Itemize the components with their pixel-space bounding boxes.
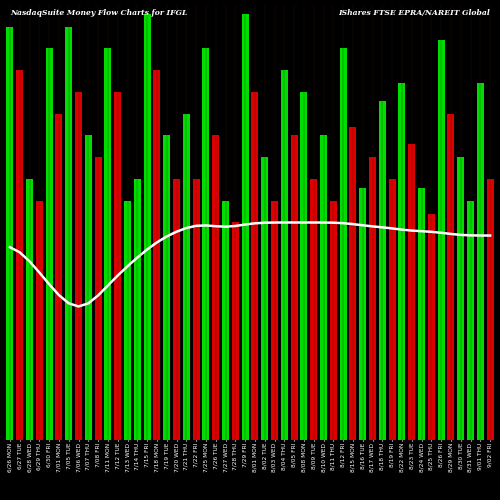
Bar	[428, 214, 434, 440]
Bar	[202, 48, 209, 440]
Bar	[124, 200, 131, 440]
Bar	[183, 114, 190, 440]
Bar	[222, 200, 229, 440]
Bar	[173, 179, 180, 440]
Bar	[85, 136, 91, 440]
Bar	[16, 70, 23, 440]
Bar	[467, 200, 474, 440]
Bar	[192, 179, 200, 440]
Bar	[262, 157, 268, 440]
Bar	[438, 40, 444, 440]
Bar	[56, 114, 62, 440]
Bar	[164, 136, 170, 440]
Bar	[154, 70, 160, 440]
Bar	[281, 70, 287, 440]
Bar	[340, 48, 346, 440]
Text: IShares FTSE EPRA/NAREIT Global: IShares FTSE EPRA/NAREIT Global	[338, 10, 490, 18]
Bar	[134, 179, 140, 440]
Bar	[242, 14, 248, 440]
Bar	[408, 144, 415, 440]
Bar	[144, 14, 150, 440]
Bar	[418, 188, 425, 440]
Bar	[448, 114, 454, 440]
Bar	[360, 188, 366, 440]
Bar	[320, 136, 327, 440]
Text: NasdaqSuite Money Flow Charts for IFGL: NasdaqSuite Money Flow Charts for IFGL	[10, 10, 188, 18]
Bar	[388, 179, 396, 440]
Bar	[26, 179, 33, 440]
Bar	[310, 179, 317, 440]
Bar	[36, 200, 43, 440]
Bar	[6, 26, 14, 440]
Bar	[114, 92, 121, 440]
Bar	[369, 157, 376, 440]
Bar	[252, 92, 258, 440]
Bar	[104, 48, 112, 440]
Bar	[66, 26, 72, 440]
Bar	[212, 136, 219, 440]
Bar	[271, 200, 278, 440]
Bar	[486, 179, 494, 440]
Bar	[398, 84, 406, 440]
Bar	[379, 100, 386, 440]
Bar	[290, 136, 298, 440]
Bar	[75, 92, 82, 440]
Bar	[458, 157, 464, 440]
Bar	[46, 48, 52, 440]
Bar	[477, 84, 484, 440]
Bar	[300, 92, 308, 440]
Bar	[232, 222, 238, 440]
Bar	[330, 200, 336, 440]
Bar	[94, 157, 102, 440]
Bar	[350, 127, 356, 440]
